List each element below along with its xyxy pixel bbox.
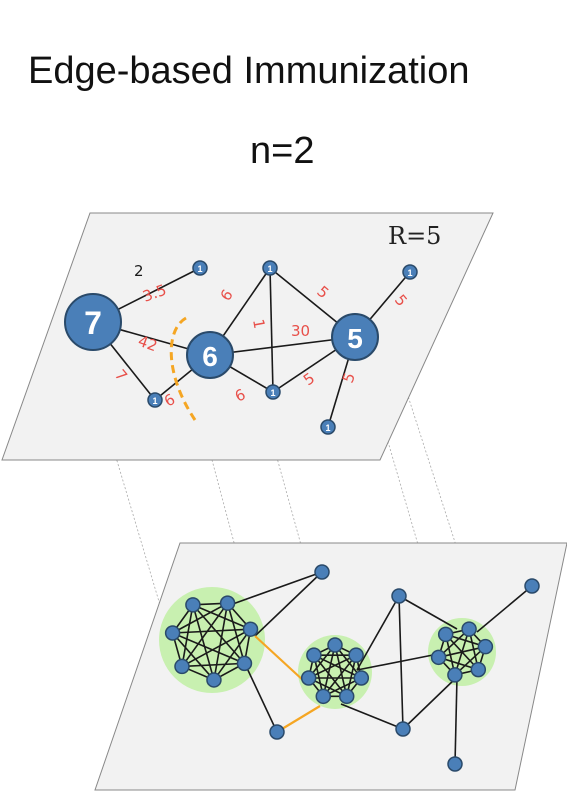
graph-node <box>340 689 354 703</box>
graph-node <box>270 725 284 739</box>
graph-node <box>448 757 462 771</box>
graph-node <box>302 671 316 685</box>
edge-label: 30 <box>291 322 310 340</box>
graph-node <box>315 565 329 579</box>
graph-node <box>349 648 363 662</box>
graph-node <box>392 589 406 603</box>
svg-text:1: 1 <box>325 423 330 433</box>
graph-node <box>207 673 221 687</box>
r-label: R=5 <box>388 222 441 250</box>
svg-text:1: 1 <box>270 388 275 398</box>
graph-node <box>448 668 462 682</box>
edge-label: 2 <box>134 262 144 280</box>
graph-node <box>186 598 200 612</box>
node-label: 7 <box>84 305 102 341</box>
graph-node <box>175 659 189 673</box>
graph-node <box>478 640 492 654</box>
graph-node <box>396 722 410 736</box>
graph-node <box>244 622 258 636</box>
graph-node <box>307 648 321 662</box>
graph-node <box>354 671 368 685</box>
node-label: 6 <box>202 341 218 372</box>
node-label: 5 <box>347 323 363 354</box>
graph-node <box>166 626 180 640</box>
graph-node <box>462 622 476 636</box>
svg-text:1: 1 <box>152 396 157 406</box>
svg-text:1: 1 <box>407 268 412 278</box>
graph-node <box>221 596 235 610</box>
graph-node <box>471 663 485 677</box>
graph-node <box>328 638 342 652</box>
graph-node <box>316 689 330 703</box>
graph-node <box>525 579 539 593</box>
graph-node <box>237 656 251 670</box>
svg-text:1: 1 <box>267 264 272 274</box>
svg-text:1: 1 <box>197 264 202 274</box>
graph-node <box>439 627 453 641</box>
graph-node <box>432 650 446 664</box>
